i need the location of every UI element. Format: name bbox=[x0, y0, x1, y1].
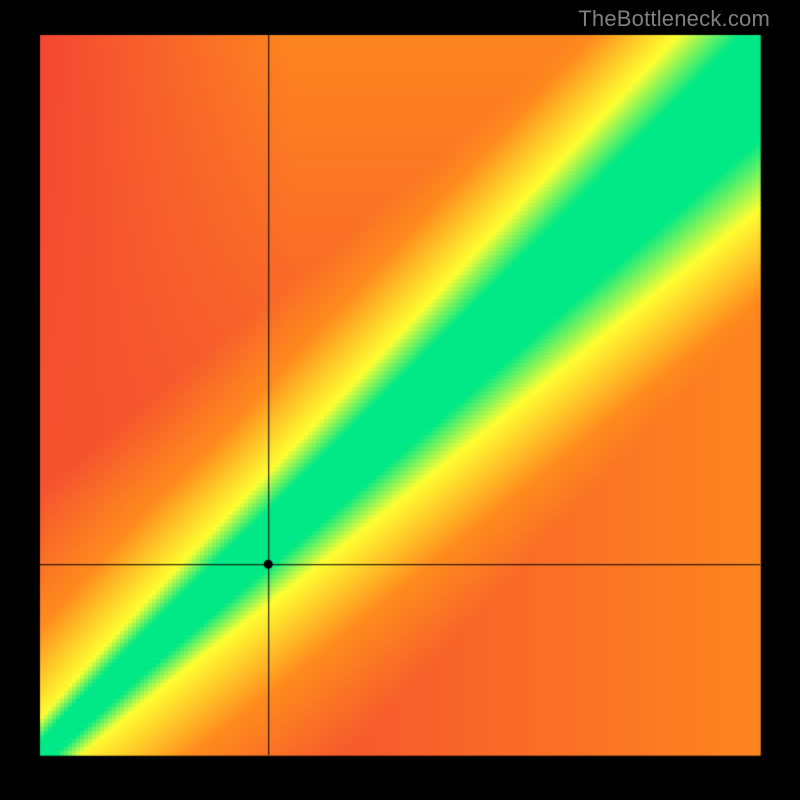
chart-container: TheBottleneck.com bbox=[0, 0, 800, 800]
bottleneck-heatmap bbox=[0, 0, 800, 800]
watermark-text: TheBottleneck.com bbox=[578, 6, 770, 32]
